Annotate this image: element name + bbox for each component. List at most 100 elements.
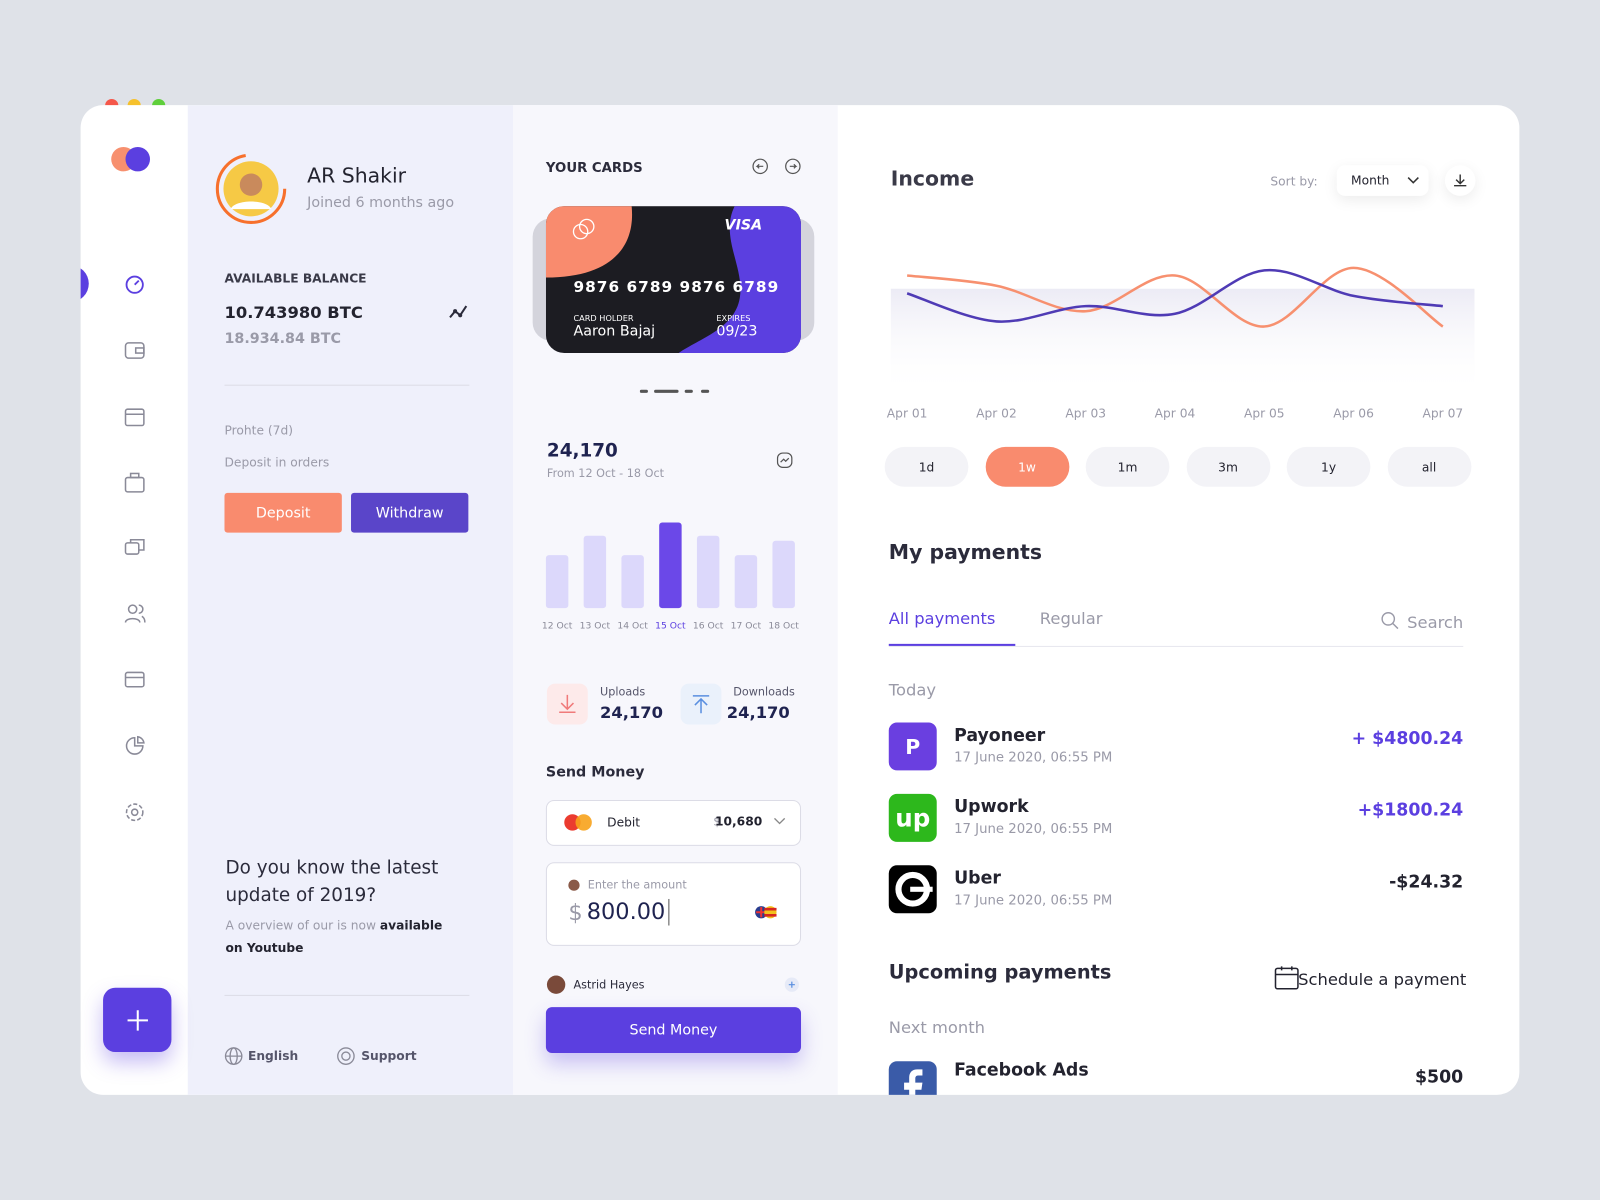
downloads-icon <box>680 683 722 725</box>
recipient-name: Astrid Hayes <box>573 978 645 992</box>
facebook-logo <box>888 1061 937 1095</box>
payment-name: Payoneer <box>954 725 1046 746</box>
x-tick-label: 18 Oct <box>768 621 799 632</box>
download-button[interactable] <box>1444 165 1476 196</box>
x-tick-label: 17 Oct <box>730 621 762 632</box>
card-brand: VISA <box>724 217 763 234</box>
range-button[interactable]: 1w <box>985 446 1069 487</box>
upcoming-title: Upcoming payments <box>888 961 1112 984</box>
range-button[interactable]: 3m <box>1186 446 1270 487</box>
range-button[interactable]: all <box>1387 446 1471 487</box>
chevron <box>774 817 786 825</box>
calendar-icon[interactable] <box>123 405 145 427</box>
x-tick-label: Apr 07 <box>1423 406 1464 420</box>
flags <box>755 906 777 919</box>
upload-arrow <box>692 695 710 714</box>
amount-input[interactable] <box>545 862 802 946</box>
bar <box>621 555 644 609</box>
amount-value: 800.00 <box>586 899 666 925</box>
promo-link[interactable]: available on Youtube <box>225 918 443 956</box>
send-button[interactable]: Send Money <box>545 1007 802 1054</box>
stats-total: 24,170 <box>546 440 618 462</box>
credit-card[interactable] <box>545 206 802 354</box>
tab-all[interactable]: All payments <box>888 608 996 629</box>
active-indicator <box>80 265 89 303</box>
card-number: 9876 6789 9876 6789 <box>573 277 780 296</box>
payment-date: 17 June 2020, 06:55 PM <box>954 821 1113 838</box>
x-tick-label: 15 Oct <box>655 621 686 632</box>
stats-range: From 12 Oct - 18 Oct <box>546 466 665 481</box>
users-icon[interactable] <box>123 602 146 624</box>
profit-label: Prohte (7d) <box>224 423 294 438</box>
expires-date: 09/23 <box>716 323 758 340</box>
profile-name: AR Shakir <box>307 163 407 188</box>
method-balance: 10,680 <box>714 814 763 829</box>
range-button[interactable]: 1m <box>1085 446 1170 487</box>
promo-text-plain: A overview of our is now <box>225 918 380 933</box>
add-button[interactable] <box>103 987 172 1053</box>
x-tick-label: 16 Oct <box>692 621 724 632</box>
add-recipient[interactable] <box>784 977 799 992</box>
mastercard-icon <box>564 814 592 831</box>
sort-label: Sort by: <box>1270 174 1318 189</box>
card-icon[interactable] <box>123 668 145 690</box>
payment-name: Uber <box>954 868 1001 889</box>
messages-icon[interactable] <box>123 537 145 559</box>
calendar-icon <box>1274 966 1299 990</box>
avatar <box>215 153 287 224</box>
sort-dropdown[interactable] <box>1336 165 1429 196</box>
payments-title: My payments <box>888 539 1043 565</box>
wallet-icon[interactable] <box>123 339 145 361</box>
income-line <box>906 268 1443 323</box>
carousel-dots[interactable] <box>639 389 713 395</box>
logo <box>111 146 150 172</box>
bar <box>696 535 720 609</box>
analytics-icon[interactable] <box>123 735 145 757</box>
upwork-logo: up <box>888 793 937 842</box>
x-tick-label: Apr 03 <box>1065 406 1106 420</box>
globe-icon <box>224 1047 243 1065</box>
search-input[interactable]: Search <box>1407 612 1464 633</box>
downloads-value: 24,170 <box>726 702 790 722</box>
withdraw-button[interactable]: Withdraw <box>351 492 469 533</box>
support-link[interactable]: Support <box>361 1048 417 1064</box>
x-tick-label: 12 Oct <box>541 621 573 632</box>
app-window: AR Shakir Joined 6 months ago AVAILABLE … <box>80 105 1520 1095</box>
divider <box>224 994 470 996</box>
x-tick-label: Apr 05 <box>1244 406 1285 420</box>
x-tick-label: 14 Oct <box>617 621 648 632</box>
balance-secondary: 18.934.84 BTC <box>224 330 342 347</box>
balance-primary: 10.743980 BTC <box>224 302 363 322</box>
stats-icon[interactable] <box>776 452 793 468</box>
divider <box>224 384 470 386</box>
schedule-link[interactable]: Schedule a payment <box>1298 969 1467 990</box>
group-today: Today <box>888 680 936 700</box>
download-arrow <box>559 694 576 714</box>
income-line <box>906 266 1444 328</box>
payment-date: 17 June 2020, 06:55 PM <box>954 750 1113 766</box>
payment-method[interactable] <box>545 799 802 846</box>
promo-title: Do you know the latest update of 2019? <box>225 857 439 907</box>
dashboard-icon[interactable] <box>123 273 145 295</box>
bar <box>772 540 795 609</box>
uploads-icon <box>546 683 588 725</box>
range-button[interactable]: 1d <box>884 446 969 487</box>
x-tick-label: Apr 04 <box>1155 406 1196 420</box>
group-next-month: Next month <box>888 1017 985 1038</box>
bar <box>734 555 758 609</box>
range-button[interactable]: 1y <box>1286 446 1371 487</box>
holder-label: CARD HOLDER <box>573 313 634 323</box>
settings-icon[interactable] <box>123 801 145 823</box>
promo-text: A overview of our is now available on Yo… <box>226 914 456 959</box>
method-name: Debit <box>607 815 641 830</box>
language-select[interactable]: English <box>247 1048 299 1064</box>
bar <box>545 555 569 609</box>
deposit-button[interactable]: Deposit <box>224 492 342 533</box>
tab-regular[interactable]: Regular <box>1039 608 1103 629</box>
x-tick-label: 13 Oct <box>579 621 611 632</box>
card-nav[interactable] <box>751 157 812 175</box>
briefcase-icon[interactable] <box>123 471 145 493</box>
income-chart: Apr 01 Apr 02 Apr 03 Apr 04 Apr 05 Apr 06 Apr … <box>887 266 1475 420</box>
plus-icon <box>127 1009 148 1031</box>
